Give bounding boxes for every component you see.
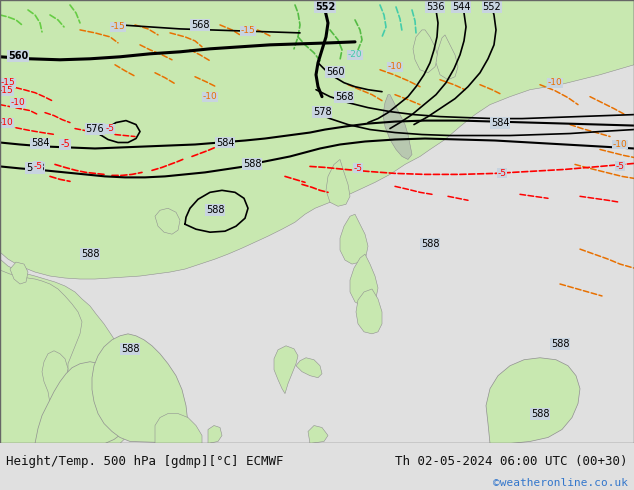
Text: 560: 560	[326, 67, 344, 77]
Text: 588: 588	[421, 239, 439, 249]
Polygon shape	[340, 214, 368, 264]
Text: -5: -5	[34, 162, 42, 171]
Text: -5: -5	[105, 124, 115, 133]
Text: -10: -10	[203, 92, 217, 101]
Polygon shape	[35, 362, 130, 443]
Text: -15: -15	[241, 26, 256, 35]
Text: 536: 536	[426, 2, 444, 12]
Polygon shape	[350, 254, 378, 306]
Polygon shape	[308, 425, 328, 443]
Text: ©weatheronline.co.uk: ©weatheronline.co.uk	[493, 478, 628, 488]
Polygon shape	[0, 165, 142, 443]
Polygon shape	[0, 270, 82, 443]
Text: -15: -15	[110, 23, 126, 31]
Text: Height/Temp. 500 hPa [gdmp][°C] ECMWF: Height/Temp. 500 hPa [gdmp][°C] ECMWF	[6, 455, 284, 468]
Text: -5: -5	[354, 164, 363, 173]
Text: Th 02-05-2024 06:00 UTC (00+30): Th 02-05-2024 06:00 UTC (00+30)	[395, 455, 628, 468]
Text: 544: 544	[452, 2, 470, 12]
Polygon shape	[0, 0, 634, 279]
Text: 588: 588	[243, 159, 261, 170]
Text: 584: 584	[216, 138, 234, 147]
Text: 588: 588	[120, 344, 139, 354]
Polygon shape	[10, 262, 28, 284]
Text: -5: -5	[60, 140, 70, 149]
Text: 588: 588	[551, 339, 569, 349]
Text: 576: 576	[86, 123, 105, 134]
Polygon shape	[155, 414, 202, 443]
Polygon shape	[208, 425, 222, 443]
Text: -5: -5	[498, 169, 507, 178]
Polygon shape	[155, 208, 180, 234]
Text: 568: 568	[335, 92, 353, 101]
Text: 560: 560	[8, 51, 28, 61]
Text: -10: -10	[11, 98, 25, 107]
Polygon shape	[326, 159, 350, 206]
Text: 584: 584	[491, 118, 509, 127]
Text: 568: 568	[191, 20, 209, 30]
Text: 588: 588	[531, 409, 549, 418]
Text: 588: 588	[206, 205, 224, 215]
Polygon shape	[42, 351, 68, 443]
Text: 552: 552	[482, 2, 501, 12]
Text: 584: 584	[31, 139, 49, 148]
Polygon shape	[383, 95, 412, 159]
Polygon shape	[356, 289, 382, 334]
Text: -10: -10	[548, 78, 562, 87]
Text: 552: 552	[315, 2, 335, 12]
Polygon shape	[413, 30, 438, 73]
Text: -10: -10	[387, 62, 403, 71]
Text: -5: -5	[616, 162, 624, 171]
Text: 578: 578	[313, 107, 332, 117]
Polygon shape	[296, 358, 322, 378]
Polygon shape	[486, 358, 580, 443]
Text: -10: -10	[0, 118, 13, 127]
Text: -20: -20	[347, 50, 362, 59]
Polygon shape	[92, 334, 190, 443]
Text: -15: -15	[0, 86, 13, 95]
Text: -15: -15	[1, 78, 15, 87]
Text: 588: 588	[81, 249, 100, 259]
Text: 588: 588	[26, 163, 44, 173]
Polygon shape	[274, 346, 298, 393]
Text: -10: -10	[612, 140, 628, 149]
Polygon shape	[436, 35, 458, 80]
